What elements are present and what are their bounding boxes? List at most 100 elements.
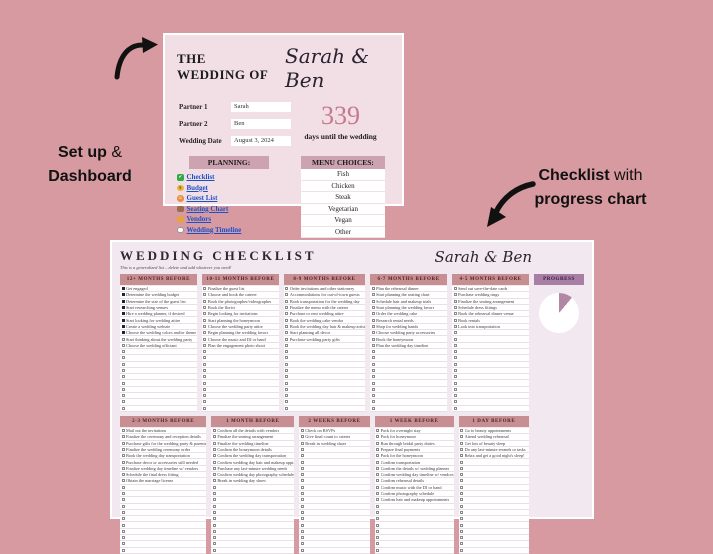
item-checkbox[interactable]: [285, 394, 289, 398]
item-checkbox[interactable]: [460, 460, 464, 464]
item-checkbox[interactable]: [300, 429, 304, 433]
item-checkbox[interactable]: [212, 466, 216, 470]
item-checkbox[interactable]: [376, 441, 380, 445]
item-checkbox[interactable]: [212, 441, 216, 445]
item-checkbox[interactable]: [121, 350, 125, 354]
item-checkbox[interactable]: [376, 548, 380, 552]
item-checkbox[interactable]: [121, 517, 125, 521]
planning-link-checklist[interactable]: Checklist: [177, 172, 287, 183]
item-checkbox[interactable]: [460, 523, 464, 527]
menu-option-other[interactable]: Other: [301, 227, 385, 238]
item-checkbox[interactable]: [453, 293, 457, 297]
item-checkbox[interactable]: [121, 400, 125, 404]
item-checkbox[interactable]: [460, 441, 464, 445]
item-checkbox[interactable]: [300, 542, 304, 546]
item-checkbox[interactable]: [371, 331, 375, 335]
item-checkbox[interactable]: [300, 548, 304, 552]
item-checkbox[interactable]: [453, 318, 457, 322]
item-checkbox[interactable]: [460, 473, 464, 477]
menu-option-fish[interactable]: Fish: [301, 169, 385, 181]
item-checkbox[interactable]: [285, 337, 289, 341]
planning-link-wedding-timeline[interactable]: Wedding Timeline: [177, 225, 287, 236]
item-checkbox[interactable]: [121, 523, 125, 527]
item-checkbox[interactable]: [203, 306, 207, 310]
item-checkbox[interactable]: [203, 324, 207, 328]
item-checkbox[interactable]: [460, 435, 464, 439]
item-checkbox[interactable]: [376, 542, 380, 546]
item-checkbox[interactable]: [121, 548, 125, 552]
item-checkbox[interactable]: [203, 312, 207, 316]
item-checkbox[interactable]: [121, 485, 125, 489]
item-checkbox[interactable]: [121, 381, 125, 385]
item-checkbox[interactable]: [371, 394, 375, 398]
menu-option-vegan[interactable]: Vegan: [301, 215, 385, 227]
item-checkbox[interactable]: [300, 447, 304, 451]
item-checkbox[interactable]: [460, 498, 464, 502]
item-checkbox[interactable]: [203, 369, 207, 372]
item-checkbox[interactable]: [121, 498, 125, 502]
item-checkbox[interactable]: [371, 312, 375, 316]
item-checkbox[interactable]: [212, 460, 216, 464]
item-checkbox[interactable]: [121, 369, 125, 372]
item-checkbox[interactable]: [376, 536, 380, 540]
item-checkbox[interactable]: [212, 504, 216, 508]
item-checkbox[interactable]: [300, 473, 304, 477]
item-checkbox[interactable]: [460, 536, 464, 540]
item-checkbox[interactable]: [121, 337, 125, 341]
item-checkbox[interactable]: [203, 362, 207, 366]
item-checkbox[interactable]: [121, 429, 125, 433]
item-checkbox[interactable]: [203, 350, 207, 354]
item-checkbox[interactable]: [121, 504, 125, 508]
item-checkbox[interactable]: [285, 331, 289, 335]
item-checkbox[interactable]: [300, 460, 304, 464]
item-checkbox[interactable]: [453, 387, 457, 391]
item-checkbox[interactable]: [121, 460, 125, 464]
item-checkbox[interactable]: [300, 529, 304, 533]
item-checkbox[interactable]: [121, 312, 125, 316]
item-checkbox[interactable]: [121, 306, 125, 310]
item-checkbox[interactable]: [453, 356, 457, 360]
item-checkbox[interactable]: [203, 375, 207, 379]
item-checkbox[interactable]: [212, 498, 216, 502]
item-checkbox[interactable]: [371, 362, 375, 366]
item-checkbox[interactable]: [371, 299, 375, 303]
item-checkbox[interactable]: [300, 479, 304, 483]
item-checkbox[interactable]: [285, 318, 289, 322]
item-checkbox[interactable]: [376, 510, 380, 514]
item-checkbox[interactable]: [371, 375, 375, 379]
item-checkbox[interactable]: [121, 536, 125, 540]
item-checkbox[interactable]: [121, 510, 125, 514]
item-checkbox[interactable]: [300, 492, 304, 496]
item-checkbox[interactable]: [212, 429, 216, 433]
planning-link-seating-chart[interactable]: Seating Chart: [177, 204, 287, 215]
item-checkbox[interactable]: [300, 517, 304, 521]
item-checkbox[interactable]: [453, 306, 457, 310]
item-checkbox[interactable]: [371, 381, 375, 385]
item-checkbox[interactable]: [371, 343, 375, 347]
partner1-input[interactable]: Sarah: [231, 102, 291, 112]
item-checkbox[interactable]: [285, 343, 289, 347]
menu-option-chicken[interactable]: Chicken: [301, 181, 385, 192]
planning-link-vendors[interactable]: Vendors: [177, 214, 287, 225]
item-checkbox[interactable]: [121, 299, 125, 303]
menu-option-vegetarian[interactable]: Vegetarian: [301, 204, 385, 215]
item-checkbox[interactable]: [121, 356, 125, 360]
item-checkbox[interactable]: [121, 466, 125, 470]
item-checkbox[interactable]: [203, 387, 207, 391]
item-checkbox[interactable]: [121, 406, 125, 410]
item-checkbox[interactable]: [376, 429, 380, 433]
item-checkbox[interactable]: [203, 318, 207, 322]
item-checkbox[interactable]: [460, 510, 464, 514]
item-checkbox[interactable]: [212, 542, 216, 546]
item-checkbox[interactable]: [460, 485, 464, 489]
item-checkbox[interactable]: [453, 400, 457, 404]
item-checkbox[interactable]: [121, 375, 125, 379]
item-checkbox[interactable]: [460, 542, 464, 546]
item-checkbox[interactable]: [376, 460, 380, 464]
planning-link-guest-list[interactable]: Guest List: [177, 193, 287, 204]
item-checkbox[interactable]: [203, 343, 207, 347]
item-checkbox[interactable]: [453, 287, 457, 291]
item-checkbox[interactable]: [460, 479, 464, 483]
item-checkbox[interactable]: [203, 337, 207, 341]
item-checkbox[interactable]: [371, 387, 375, 391]
